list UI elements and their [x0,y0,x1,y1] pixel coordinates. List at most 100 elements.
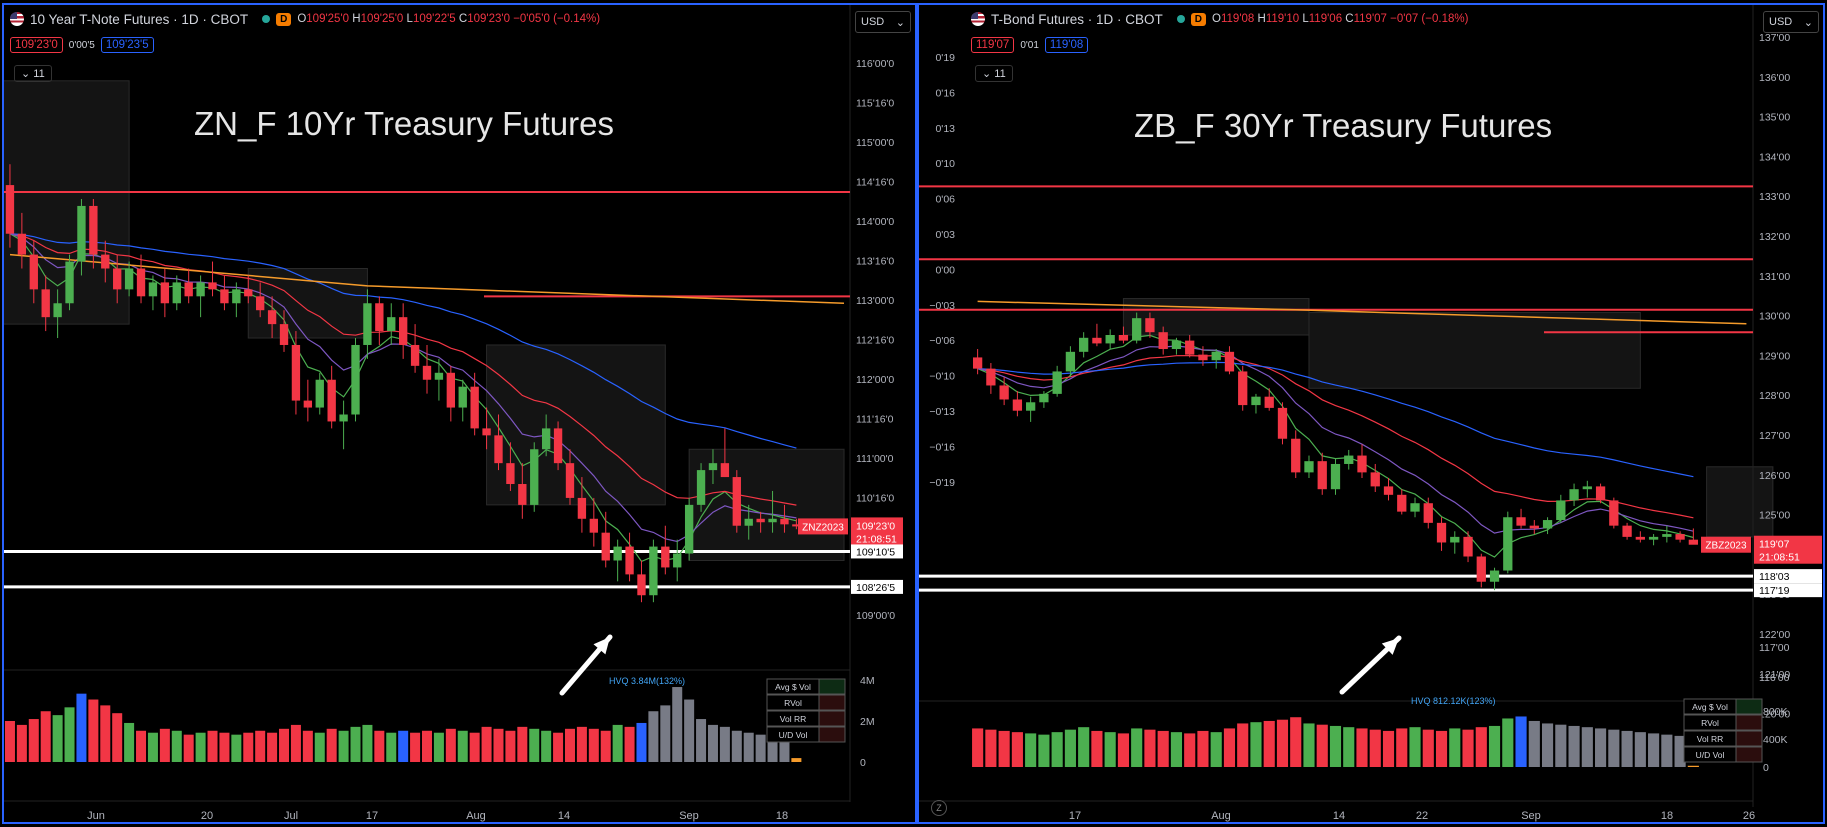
vol-table-value-cell [1735,746,1763,763]
volume-bar [1396,728,1408,767]
price-tick-label: 117'00 [1759,642,1790,654]
volume-bar [100,705,111,762]
vol-table-value-cell [818,678,846,695]
percent-tick-label: −0'19 [929,477,955,489]
level-label: 108'26'5 [856,582,895,594]
candle-body [446,372,456,408]
volume-bar [731,730,742,762]
candle-body [1463,536,1473,557]
zb-chart-panel[interactable]: 137'00 136'00 135'00 134'00 133'00 132'00 131'… [917,3,1825,824]
price-tick-label: 137'00 [1759,32,1790,44]
volume-bar [1422,729,1434,767]
zn-symbol-title[interactable]: 10 Year T-Note Futures · 1D · CBOT [30,11,249,27]
volume-bar [1515,716,1527,767]
range-box-1 [1308,312,1641,389]
candle-body [5,185,15,234]
candle-body [1569,489,1579,501]
ticker-label-bg [798,518,848,535]
vol-table-label: Avg $ Vol [775,682,811,692]
zb-indicator-toggle[interactable]: ⌄ 11 [975,65,1013,82]
zb-symbol-title[interactable]: T-Bond Futures · 1D · CBOT [991,11,1163,27]
percent-tick-label: 0'13 [935,123,955,135]
zn-chart-canvas[interactable]: 116'00'0 115'16'0 115'00'0 114'16'0 114'00'0… [4,5,917,824]
volume-bar [1356,728,1368,767]
price-tick-label: 111'00'0 [856,453,894,465]
candle-body [684,504,694,554]
us-flag-icon [10,12,24,26]
last-price-label: 109'23'0 [856,520,895,532]
candle-body [1198,354,1208,361]
candle-body [649,546,658,596]
volume-bar [1581,727,1593,767]
zb-legend-header: T-Bond Futures · 1D · CBOT D O119'08 H11… [971,9,1468,29]
candle-body [339,414,348,422]
candle-body [1291,438,1301,473]
volume-bar [195,732,206,762]
zn-currency-select[interactable]: USD ⌄ [855,11,911,33]
candle-body [1012,399,1023,411]
candle-body [637,574,646,596]
candle-body [148,282,158,297]
zn-sell-price[interactable]: 109'23'0 [10,37,63,53]
candle-body [1065,351,1076,372]
zn-spread: 0'00'5 [68,39,95,51]
candle-body [17,233,27,255]
volume-tick-label: 4M [860,675,875,687]
last-price-bg [851,517,903,546]
volume-bar [4,721,15,762]
volume-bar [1250,722,1262,767]
volume-bar [267,732,278,762]
zb-buy-price[interactable]: 119'08 [1044,37,1089,53]
volume-bar [1329,725,1342,767]
candle-body [1264,396,1274,408]
volume-bar [672,687,683,762]
candle-body [518,484,527,505]
price-tick-label: 116'00'0 [856,58,894,70]
candle-body [1383,486,1394,495]
candle-body [1688,539,1698,545]
volume-bar [40,711,51,762]
volume-bar [314,732,325,762]
market-open-dot-icon [1176,15,1185,23]
candle-body [1317,461,1327,490]
annotation-arrow-head [593,637,610,655]
candle-body [387,317,396,332]
candle-body [756,518,765,523]
volume-bar [457,730,468,762]
vol-table-value-cell [818,694,846,711]
candle-body [1503,517,1513,571]
zb-chart-canvas[interactable]: 137'00 136'00 135'00 134'00 133'00 132'00 131'… [919,5,1825,824]
price-tick-label: 136'00 [1759,72,1790,84]
vol-table-label: RVol [784,698,802,708]
zn-buy-price[interactable]: 109'23'5 [100,37,154,53]
volume-bar [207,730,218,762]
candle-body [1436,522,1447,543]
candle-body [89,205,98,255]
countdown-label: 21:08:51 [856,533,897,545]
percent-tick-label: 0'00 [935,264,955,276]
volume-bar [279,728,290,762]
price-tick-label: 122'00 [1759,629,1790,641]
zn-chart-panel[interactable]: 116'00'0 115'16'0 115'00'0 114'16'0 114'00'0… [2,3,917,824]
volume-bar [1674,735,1686,767]
candle-body [1357,455,1367,473]
zn-indicator-toggle[interactable]: ⌄ 11 [14,65,52,82]
zb-sell-price[interactable]: 119'07 [971,37,1015,53]
volume-bar [1648,733,1660,767]
price-tick-label: 134'00 [1759,151,1790,163]
volume-bar [147,732,158,762]
volume-bar [1409,727,1421,767]
time-tick-label: Sep [679,810,699,822]
candle-body [363,303,372,345]
candle-body [160,282,170,304]
percent-tick-label: −0'03 [929,300,955,312]
volume-bar [231,734,242,762]
vol-table-label: U/D Vol [1696,750,1725,760]
zb-currency-select[interactable]: USD ⌄ [1763,11,1819,33]
ema-mid-line [977,345,1694,534]
volume-bar [1541,723,1554,767]
volume-bar [719,726,730,762]
percent-tick-label: −0'16 [929,441,955,453]
zoom-icon[interactable]: Z [931,800,947,816]
candle-body [780,518,789,525]
